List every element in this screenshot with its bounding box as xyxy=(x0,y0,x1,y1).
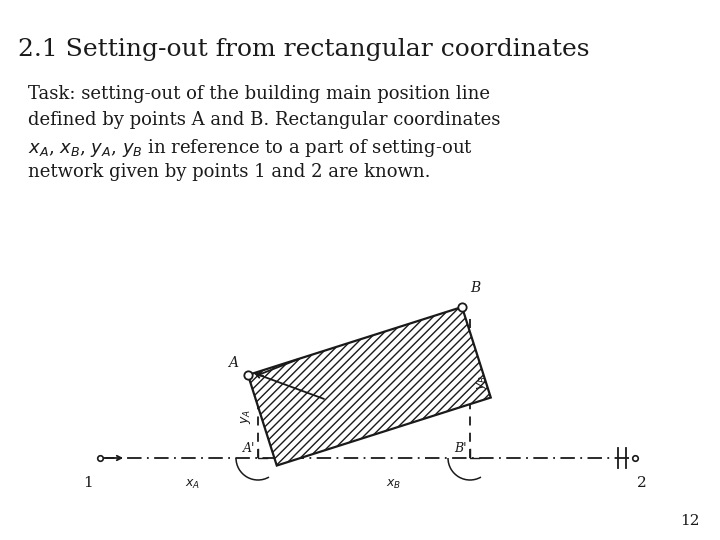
Text: B': B' xyxy=(454,442,467,455)
Text: A': A' xyxy=(243,442,255,455)
Polygon shape xyxy=(248,307,491,465)
Text: $x_A$: $x_A$ xyxy=(186,478,201,491)
Text: $y_A$: $y_A$ xyxy=(239,409,253,424)
Text: 2: 2 xyxy=(637,476,647,490)
Text: 1: 1 xyxy=(83,476,93,490)
Text: $y_B$: $y_B$ xyxy=(475,375,489,390)
Text: 12: 12 xyxy=(680,514,700,528)
Text: A: A xyxy=(228,356,238,370)
Text: defined by points A and B. Rectangular coordinates: defined by points A and B. Rectangular c… xyxy=(28,111,500,129)
Text: $x_A$, $x_B$, $y_A$, $y_B$ in reference to a part of setting-out: $x_A$, $x_B$, $y_A$, $y_B$ in reference … xyxy=(28,137,473,159)
Text: 2.1 Setting-out from rectangular coordinates: 2.1 Setting-out from rectangular coordin… xyxy=(18,38,590,61)
Text: network given by points 1 and 2 are known.: network given by points 1 and 2 are know… xyxy=(28,163,431,181)
Text: $x_B$: $x_B$ xyxy=(387,478,402,491)
Text: Task: setting-out of the building main position line: Task: setting-out of the building main p… xyxy=(28,85,490,103)
Text: B: B xyxy=(470,281,480,295)
